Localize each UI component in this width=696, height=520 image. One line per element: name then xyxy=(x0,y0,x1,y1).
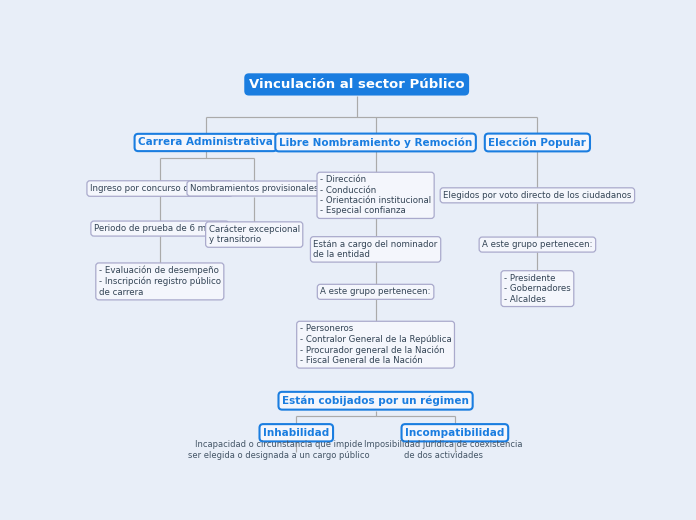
Text: Carácter excepcional
y transitorio: Carácter excepcional y transitorio xyxy=(209,225,300,244)
Text: Carrera Administrativa: Carrera Administrativa xyxy=(139,137,273,148)
Text: Elegidos por voto directo de los ciudadanos: Elegidos por voto directo de los ciudada… xyxy=(443,191,631,200)
Text: Vinculación al sector Público: Vinculación al sector Público xyxy=(249,78,464,91)
Text: Libre Nombramiento y Remoción: Libre Nombramiento y Remoción xyxy=(279,137,472,148)
Text: Elección Popular: Elección Popular xyxy=(489,137,586,148)
Text: Incapacidad o circunstancia que impide
ser elegida o designada a un cargo públic: Incapacidad o circunstancia que impide s… xyxy=(188,440,370,460)
Text: A este grupo pertenecen:: A este grupo pertenecen: xyxy=(482,240,593,249)
Text: Periodo de prueba de 6 meses: Periodo de prueba de 6 meses xyxy=(94,224,226,233)
Text: Están cobijados por un régimen: Están cobijados por un régimen xyxy=(282,396,469,406)
Text: A este grupo pertenecen:: A este grupo pertenecen: xyxy=(320,288,431,296)
Text: - Dirección
- Conducción
- Orientación institucional
- Especial confianza: - Dirección - Conducción - Orientación i… xyxy=(320,175,431,215)
Text: Están a cargo del nominador
de la entidad: Están a cargo del nominador de la entida… xyxy=(313,240,438,259)
Text: Nombramientos provisionales: Nombramientos provisionales xyxy=(190,184,319,193)
Text: - Evaluación de desempeño
- Inscripción registro público
de carrera: - Evaluación de desempeño - Inscripción … xyxy=(99,266,221,297)
Text: - Personeros
- Contralor General de la República
- Procurador general de la Naci: - Personeros - Contralor General de la R… xyxy=(300,324,452,365)
Text: Imposibilidad jurídica de coexistencia
de dos actividades: Imposibilidad jurídica de coexistencia d… xyxy=(364,440,522,460)
Text: Ingreso por concurso de méritos: Ingreso por concurso de méritos xyxy=(90,184,230,193)
Text: - Presidente
- Gobernadores
- Alcaldes: - Presidente - Gobernadores - Alcaldes xyxy=(504,274,571,304)
Text: Incompatibilidad: Incompatibilidad xyxy=(405,428,505,438)
Text: Inhabilidad: Inhabilidad xyxy=(263,428,329,438)
